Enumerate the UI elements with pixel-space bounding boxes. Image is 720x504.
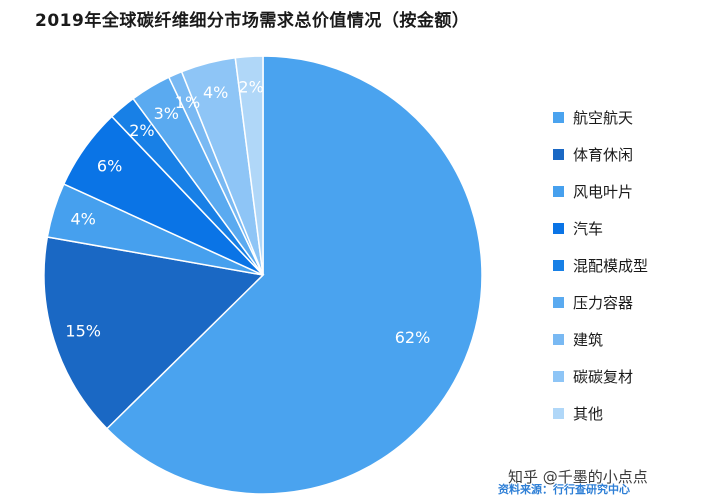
legend-label: 汽车 — [573, 220, 604, 238]
data-label: 2% — [238, 78, 263, 97]
pie-data-labels: 62%15%4%6%2%3%1%4% 2% — [65, 78, 430, 348]
data-label: 3% — [154, 104, 179, 123]
legend-item: 压力容器 — [553, 284, 713, 321]
data-label: 1% — [175, 93, 200, 112]
legend-swatch — [553, 297, 564, 308]
legend-label: 其他 — [573, 405, 604, 423]
data-label: 6% — [97, 156, 122, 175]
chart-title: 2019年全球碳纤维细分市场需求总价值情况（按金额） — [35, 11, 470, 31]
legend-item: 航空航天 — [553, 99, 713, 136]
legend-swatch — [553, 186, 564, 197]
legend-label: 混配模成型 — [573, 257, 649, 275]
legend-label: 建筑 — [573, 331, 604, 349]
legend-swatch — [553, 112, 564, 123]
legend-item: 混配模成型 — [553, 247, 713, 284]
pie-slices — [43, 55, 483, 495]
legend-item: 建筑 — [553, 321, 713, 358]
data-label: 62% — [395, 328, 431, 347]
source-note: 资料来源：行行查研究中心 — [498, 483, 630, 496]
legend-label: 航空航天 — [573, 109, 634, 127]
pie-slice — [234, 55, 264, 276]
legend-label: 压力容器 — [573, 294, 634, 312]
legend-swatch — [553, 334, 564, 345]
legend-swatch — [553, 371, 564, 382]
legend-swatch — [553, 223, 564, 234]
legend-label: 碳碳复材 — [573, 368, 634, 386]
data-label: 15% — [65, 321, 101, 340]
legend-label: 体育休闲 — [573, 146, 634, 164]
legend-item: 体育休闲 — [553, 136, 713, 173]
legend-swatch — [553, 149, 564, 160]
legend-item: 其他 — [553, 395, 713, 432]
legend-item: 碳碳复材 — [553, 358, 713, 395]
pie-slice — [105, 55, 483, 495]
pie-slice — [43, 236, 265, 430]
legend-swatch — [553, 260, 564, 271]
legend: 航空航天体育休闲风电叶片汽车混配模成型压力容器建筑碳碳复材其他 — [553, 99, 713, 432]
data-label: 2% — [129, 121, 154, 140]
watermark: 知乎 @千墨的小点点 — [508, 468, 648, 486]
data-label: 4% — [71, 210, 96, 229]
legend-item: 汽车 — [553, 210, 713, 247]
legend-swatch — [553, 408, 564, 419]
legend-item: 风电叶片 — [553, 173, 713, 210]
data-label: 4% — [203, 83, 228, 102]
legend-label: 风电叶片 — [573, 183, 634, 201]
